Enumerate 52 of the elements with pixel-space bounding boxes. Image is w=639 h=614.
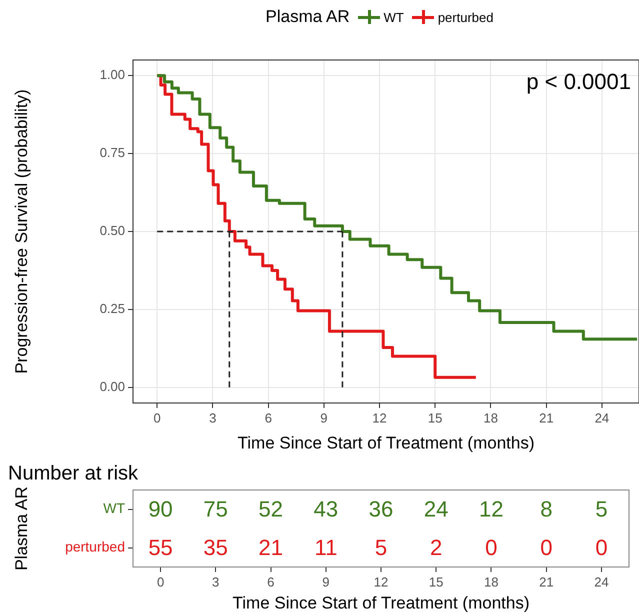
data-label: 2 xyxy=(430,534,442,560)
y-tick-label: WT xyxy=(103,500,126,516)
legend-label: WT xyxy=(384,10,404,24)
x-axis-title: Time Since Start of Treatment (months) xyxy=(232,593,530,612)
data-label: 35 xyxy=(203,534,228,560)
data-label: 75 xyxy=(203,496,228,522)
data-label: 0 xyxy=(595,534,608,560)
y-axis-title: Plasma AR xyxy=(12,486,31,571)
data-label: 21 xyxy=(258,534,284,560)
x-tick-label: 18 xyxy=(484,574,498,590)
x-tick-label: 24 xyxy=(594,574,609,590)
y-tick-label: 0.75 xyxy=(100,145,125,160)
x-tick-label: 18 xyxy=(483,410,498,426)
y-tick-label: 0.00 xyxy=(100,378,125,394)
data-label: 52 xyxy=(258,496,284,522)
x-tick-label: 0 xyxy=(156,574,164,590)
x-tick-label: 12 xyxy=(372,410,387,426)
x-tick-label: 6 xyxy=(267,574,274,590)
chart-title: Number at risk xyxy=(8,462,140,485)
data-label: 0 xyxy=(540,534,552,560)
x-tick-label: 24 xyxy=(594,410,610,426)
x-tick-label: 15 xyxy=(428,410,442,426)
legend-title: Plasma AR xyxy=(266,7,350,27)
x-axis-title: Time Since Start of Treatment (months) xyxy=(238,433,534,452)
y-axis-title: Progression-free Survival (probability) xyxy=(12,89,31,374)
data-label: 36 xyxy=(368,496,394,522)
x-tick-label: 6 xyxy=(264,410,272,426)
x-tick-label: 3 xyxy=(212,574,220,590)
x-tick-label: 3 xyxy=(209,410,216,426)
data-label: 11 xyxy=(314,534,338,560)
x-tick-label: 15 xyxy=(428,574,444,590)
data-label: 5 xyxy=(374,534,388,560)
annotation: p < 0.0001 xyxy=(526,69,631,94)
x-tick-label: 0 xyxy=(153,410,161,426)
x-tick-label: 9 xyxy=(320,410,328,426)
legend-label: perturbed xyxy=(438,10,494,24)
y-tick-label: 1.00 xyxy=(100,67,125,82)
data-label: 5 xyxy=(595,496,608,522)
data-label: 24 xyxy=(424,496,448,522)
x-tick-label: 21 xyxy=(539,574,554,590)
x-tick-label: 12 xyxy=(374,574,388,590)
data-label: 8 xyxy=(540,496,552,522)
x-tick-label: 21 xyxy=(539,410,554,426)
data-label: 55 xyxy=(148,534,173,560)
data-label: 43 xyxy=(314,496,338,522)
data-label: 90 xyxy=(148,496,173,522)
data-label: 0 xyxy=(485,534,498,560)
x-tick-label: 9 xyxy=(322,574,330,590)
data-label: 12 xyxy=(478,496,504,522)
y-tick-label: 0.50 xyxy=(100,223,125,238)
y-tick-label: 0.25 xyxy=(100,301,125,316)
y-tick-label: perturbed xyxy=(65,538,125,555)
